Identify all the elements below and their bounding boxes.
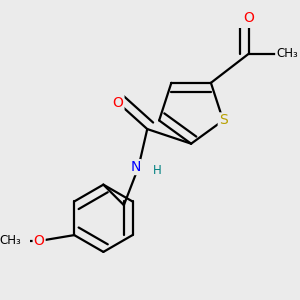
Text: CH₃: CH₃: [0, 235, 21, 248]
Text: S: S: [219, 113, 227, 128]
Text: O: O: [244, 11, 254, 26]
Text: O: O: [34, 234, 45, 248]
Text: O: O: [112, 96, 123, 110]
Text: N: N: [130, 160, 141, 174]
Text: CH₃: CH₃: [276, 47, 298, 60]
Text: H: H: [153, 164, 162, 176]
